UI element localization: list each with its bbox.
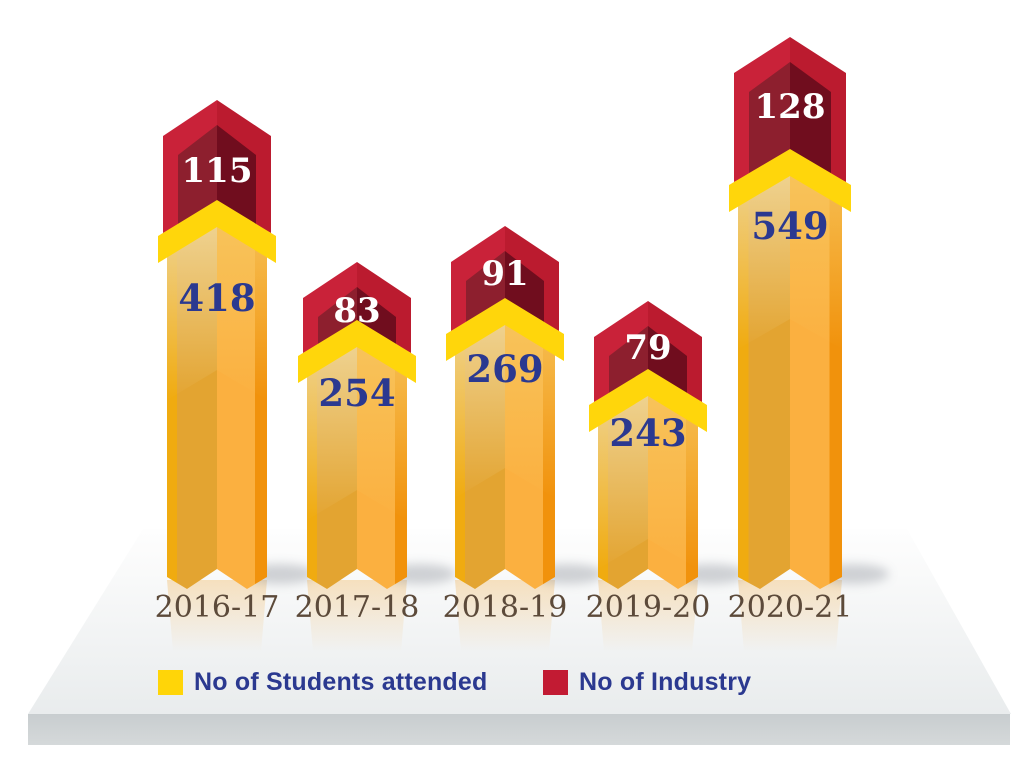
bar-highlight-right [790, 175, 842, 349]
bar-highlight-left [167, 226, 217, 400]
category-label: 2016-17 [155, 590, 280, 625]
students-value-label: 254 [318, 371, 395, 415]
industry-cap-inner-right [648, 326, 687, 393]
industry-cap-inner-left [609, 326, 648, 393]
bar-group: 83 254 [298, 262, 456, 652]
bar-reflection [167, 580, 267, 652]
students-bar-tip-collar [298, 320, 416, 383]
students-swatch [158, 670, 183, 695]
industry-value-label: 91 [481, 254, 528, 294]
industry-cap-inner-right [217, 125, 256, 224]
bar-reflection [455, 580, 555, 652]
bar-highlight-left [598, 395, 648, 569]
category-label: 2018-19 [443, 590, 568, 625]
bar-highlight-right [357, 346, 407, 520]
students-value-label: 243 [609, 411, 686, 455]
legend-label-industry: No of Industry [579, 668, 752, 696]
legend-item-industry: No of Industry [543, 668, 751, 697]
students-bar-tip-collar [446, 298, 564, 361]
students-bar-tip-collar [729, 149, 851, 212]
industry-cap-inner-left [178, 125, 217, 224]
students-bar-tip-collar [158, 200, 276, 263]
category-label: 2017-18 [295, 590, 420, 625]
bar-reflection [738, 580, 842, 652]
bar-group: 115 418 [158, 100, 316, 652]
bar-highlight-left [455, 324, 505, 498]
industry-value-label: 79 [624, 328, 671, 368]
industry-cap-inner-left [749, 62, 790, 173]
bars-layer: 115 418 83 254 91 269 79 243 128 549 [158, 37, 889, 652]
bar-highlight-right [648, 395, 698, 569]
students-value-label: 269 [466, 347, 543, 391]
bar-reflection [598, 580, 698, 652]
bar-group: 128 549 [729, 37, 889, 652]
students-value-label: 418 [178, 276, 255, 320]
category-label: 2020-21 [728, 590, 853, 625]
industry-swatch [543, 670, 568, 695]
students-bar-tip-collar [589, 369, 707, 432]
industry-cap-inner-right [357, 287, 396, 344]
platform-front-edge [28, 714, 1010, 745]
industry-cap-inner-right [790, 62, 831, 173]
bar-group: 91 269 [446, 226, 604, 652]
industry-value-label: 115 [182, 151, 253, 191]
bar-reflection [307, 580, 407, 652]
bar-group: 79 243 [589, 301, 747, 652]
legend-label-students: No of Students attended [194, 668, 488, 696]
bar-highlight-left [307, 346, 357, 520]
legend-item-students: No of Students attended [158, 668, 487, 697]
bar-highlight-left [738, 175, 790, 349]
industry-value-label: 83 [333, 291, 380, 331]
bar-highlight-right [217, 226, 267, 400]
bar-highlight-right [505, 324, 555, 498]
category-axis: 2016-17 2017-18 2018-19 2019-20 2020-21 [155, 590, 853, 625]
students-value-label: 549 [751, 204, 828, 248]
industry-value-label: 128 [755, 87, 826, 127]
industry-cap-inner-left [318, 287, 357, 344]
category-label: 2019-20 [586, 590, 711, 625]
